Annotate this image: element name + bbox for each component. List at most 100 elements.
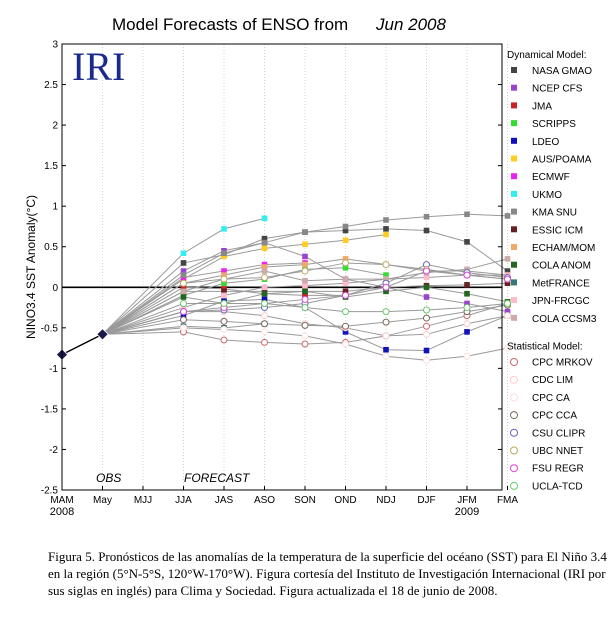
data-point [423, 322, 430, 330]
series-cpc-ca [102, 324, 511, 364]
legend-marker [511, 208, 517, 215]
data-point [261, 284, 268, 291]
data-point [383, 272, 389, 278]
data-point [504, 312, 511, 320]
data-point [261, 338, 268, 346]
legend-label: JMA [532, 101, 552, 112]
y-tick-label: 0.5 [44, 242, 58, 253]
legend-marker [511, 67, 517, 73]
x-tick-label: JAS [215, 495, 234, 506]
data-point [463, 271, 471, 279]
legend-marker [511, 120, 517, 127]
legend-marker [511, 155, 517, 162]
y-tick-label: 0 [52, 283, 58, 294]
data-point [261, 274, 268, 282]
data-point [464, 211, 470, 218]
legend-marker [511, 244, 517, 250]
chart-title: Model Forecasts of ENSO from Jun 2008 [112, 15, 446, 34]
data-point [464, 282, 470, 288]
data-point [423, 294, 430, 300]
plot-frame [61, 43, 503, 491]
legend-marker [510, 446, 518, 455]
data-point [261, 264, 268, 270]
data-point [301, 304, 309, 312]
data-point [180, 279, 187, 287]
legend-marker [510, 411, 518, 420]
data-point [342, 322, 349, 330]
data-point [221, 272, 227, 278]
legend-label: UCLA-TCD [532, 481, 583, 492]
data-point [342, 280, 349, 287]
data-point [423, 267, 430, 275]
legend-label: NCEP CFS [532, 84, 583, 95]
iri-logo: IRI [72, 44, 125, 89]
y-tick-label: 2.5 [44, 80, 58, 91]
x-axis: MAM May MJJ JJA JAS ASO SON OND NDJ DJF JFM FMA 2008… [50, 486, 518, 518]
y-tick-label: -1.5 [41, 404, 59, 415]
y-tick-label: -2.5 [41, 486, 59, 497]
data-point [180, 284, 187, 291]
data-point [423, 356, 430, 364]
series-line [102, 217, 265, 335]
y-tick-label: 2 [52, 121, 58, 132]
legend-marker [511, 297, 517, 304]
observed-point [96, 328, 109, 341]
data-point [382, 332, 390, 340]
legend-label: CDC LIM [532, 375, 573, 386]
y-tick-label: -0.5 [41, 323, 59, 334]
data-point [180, 260, 187, 266]
enso-forecast-chart: Model Forecasts of ENSO from Jun 2008 3 2… [24, 15, 597, 518]
y-tick-label: 1.5 [44, 161, 58, 172]
forecast-label: FORECAST [184, 471, 251, 485]
data-point [261, 296, 268, 303]
legend-marker [510, 428, 518, 437]
figure-caption: Figura 5. Pronósticos de las anomalías d… [48, 549, 607, 598]
x-tick-label: NDJ [376, 495, 395, 506]
legend-label: COLA CCSM3 [532, 314, 597, 325]
data-point [221, 292, 227, 299]
data-point [302, 253, 308, 260]
data-point [383, 276, 389, 282]
series-line [102, 327, 508, 361]
data-point [221, 280, 227, 287]
data-point [423, 274, 430, 281]
data-point [180, 250, 187, 257]
series-line [102, 282, 508, 335]
legend-label: CSU CLIPR [532, 428, 585, 439]
data-point [220, 275, 228, 283]
data-point [302, 292, 308, 299]
data-point [180, 299, 187, 307]
x-tick-label: DJF [417, 495, 435, 506]
data-point [464, 300, 470, 307]
series-line [102, 323, 265, 335]
series-line [102, 262, 508, 335]
legend-marker [511, 84, 517, 91]
data-point [261, 245, 268, 252]
data-point [301, 332, 309, 340]
data-point [302, 288, 308, 295]
data-point [504, 213, 511, 219]
series-line [102, 304, 508, 335]
data-point [342, 265, 349, 271]
data-point [382, 318, 390, 326]
data-point [423, 213, 430, 220]
data-point [221, 250, 227, 257]
data-point [463, 352, 471, 360]
series-line [102, 264, 508, 335]
data-point [220, 325, 228, 333]
data-point [382, 352, 390, 360]
data-point [180, 316, 187, 324]
legend-label: KMA SNU [532, 208, 577, 219]
x-tick-label: JFM [457, 495, 476, 506]
data-point [463, 304, 471, 312]
data-point [382, 308, 390, 316]
data-point [180, 288, 187, 295]
legend-marker [510, 393, 518, 402]
data-point [342, 329, 349, 335]
data-point [261, 299, 268, 307]
data-point [302, 277, 308, 284]
legend-label: JPN-FRCGC [532, 296, 590, 307]
data-point [463, 320, 471, 328]
data-point [301, 340, 309, 348]
legend-marker [511, 137, 517, 144]
